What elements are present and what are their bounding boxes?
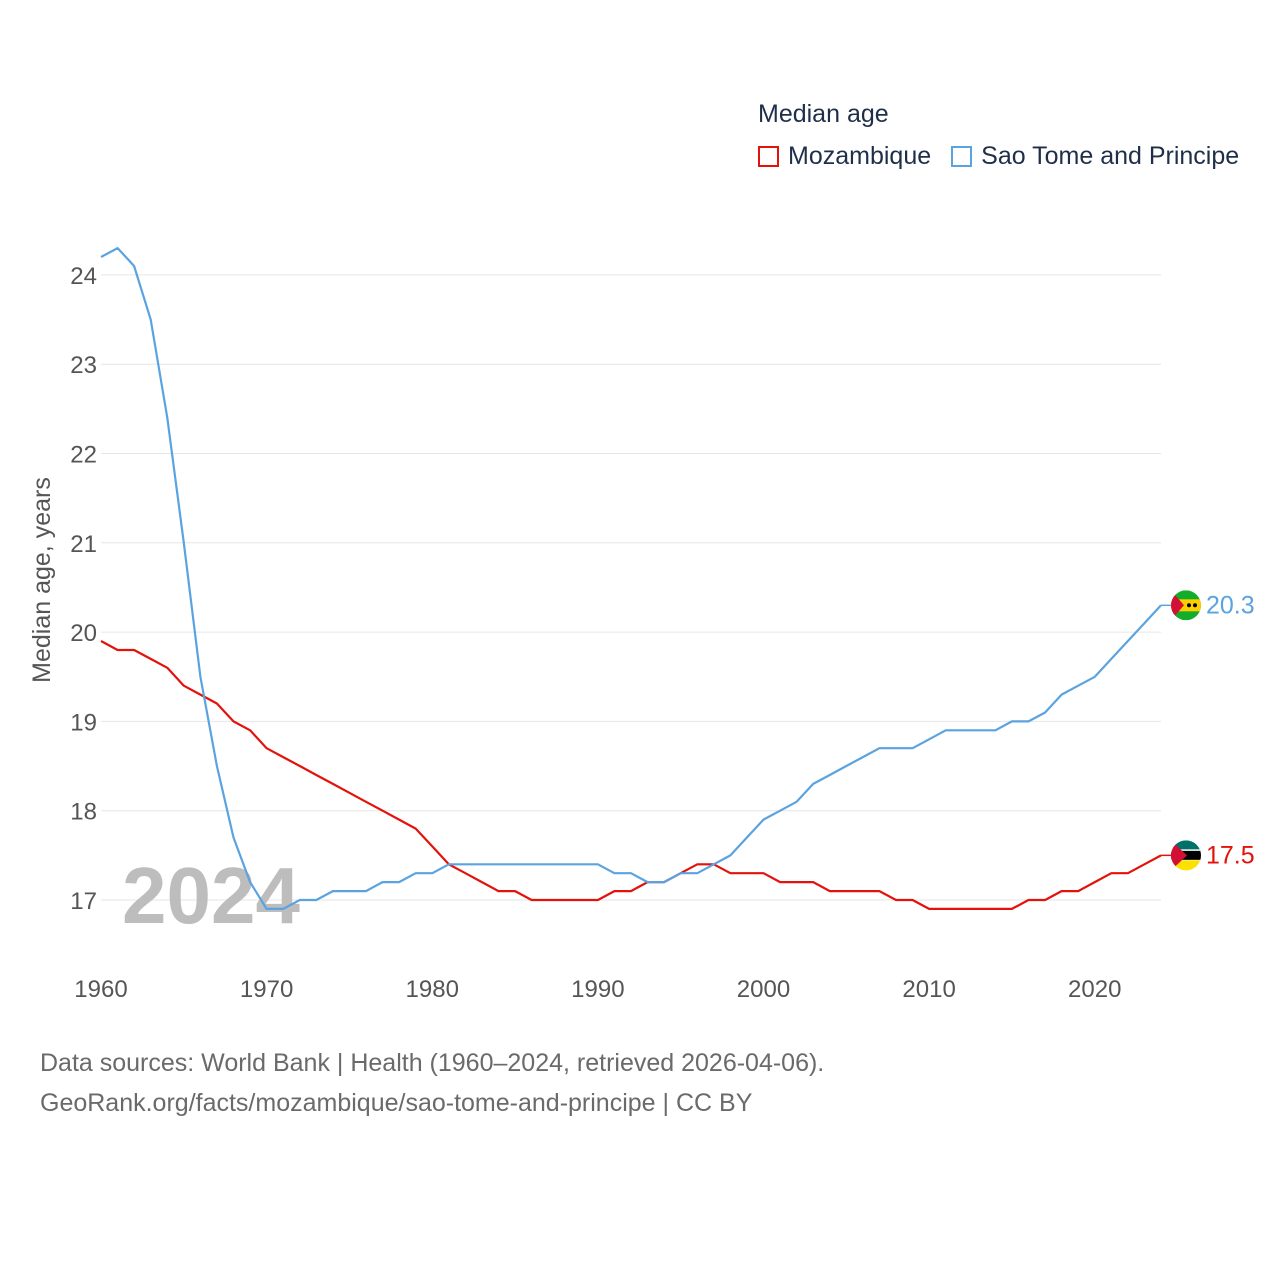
series-line-sao-tome[interactable] [100,247,1162,911]
y-tick-label: 17 [70,888,97,915]
x-tick-label: 1990 [571,976,624,1003]
y-tick-label: 24 [70,263,97,290]
x-tick-label: 1970 [240,976,293,1003]
x-tick-label: 2000 [737,976,790,1003]
x-tick-label: 2010 [902,976,955,1003]
y-tick-label: 19 [70,709,97,736]
legend-swatch-sao-tome [951,146,973,167]
legend-swatch-mozambique [758,146,779,167]
mozambique-flag-icon [1171,840,1201,871]
source-url-line[interactable]: GeoRank.org/facts/mozambique/sao-tome-an… [40,1089,753,1117]
legend-label-sao-tome: Sao Tome and Principe [981,142,1240,170]
y-tick-label: 23 [70,352,97,379]
legend-item-mozambique[interactable]: Mozambique [758,142,931,171]
end-value-label: 17.5 [1206,841,1255,869]
legend: Mozambique Sao Tome and Principe [758,142,1259,171]
y-tick-label: 22 [70,442,97,469]
y-tick-label: 18 [70,799,97,826]
x-tick-label: 2020 [1068,976,1121,1003]
x-tick-label: 1980 [406,976,459,1003]
y-axis-label: Median age, years [28,477,56,683]
data-source-footer: Data sources: World Bank | Health (1960–… [40,1043,824,1123]
x-tick-label: 1960 [74,976,127,1003]
y-tick-label: 20 [70,620,97,647]
end-value-label: 20.3 [1206,591,1255,619]
data-source-line: Data sources: World Bank | Health (1960–… [40,1049,825,1077]
legend-item-sao-tome[interactable]: Sao Tome and Principe [951,142,1239,171]
y-tick-label: 21 [70,531,97,558]
legend-title: Median age [758,100,889,128]
sao-tome-flag-icon [1171,590,1201,621]
legend-label-mozambique: Mozambique [788,142,932,170]
series-line-mozambique[interactable] [100,640,1162,911]
year-label: 2024 [122,851,300,940]
